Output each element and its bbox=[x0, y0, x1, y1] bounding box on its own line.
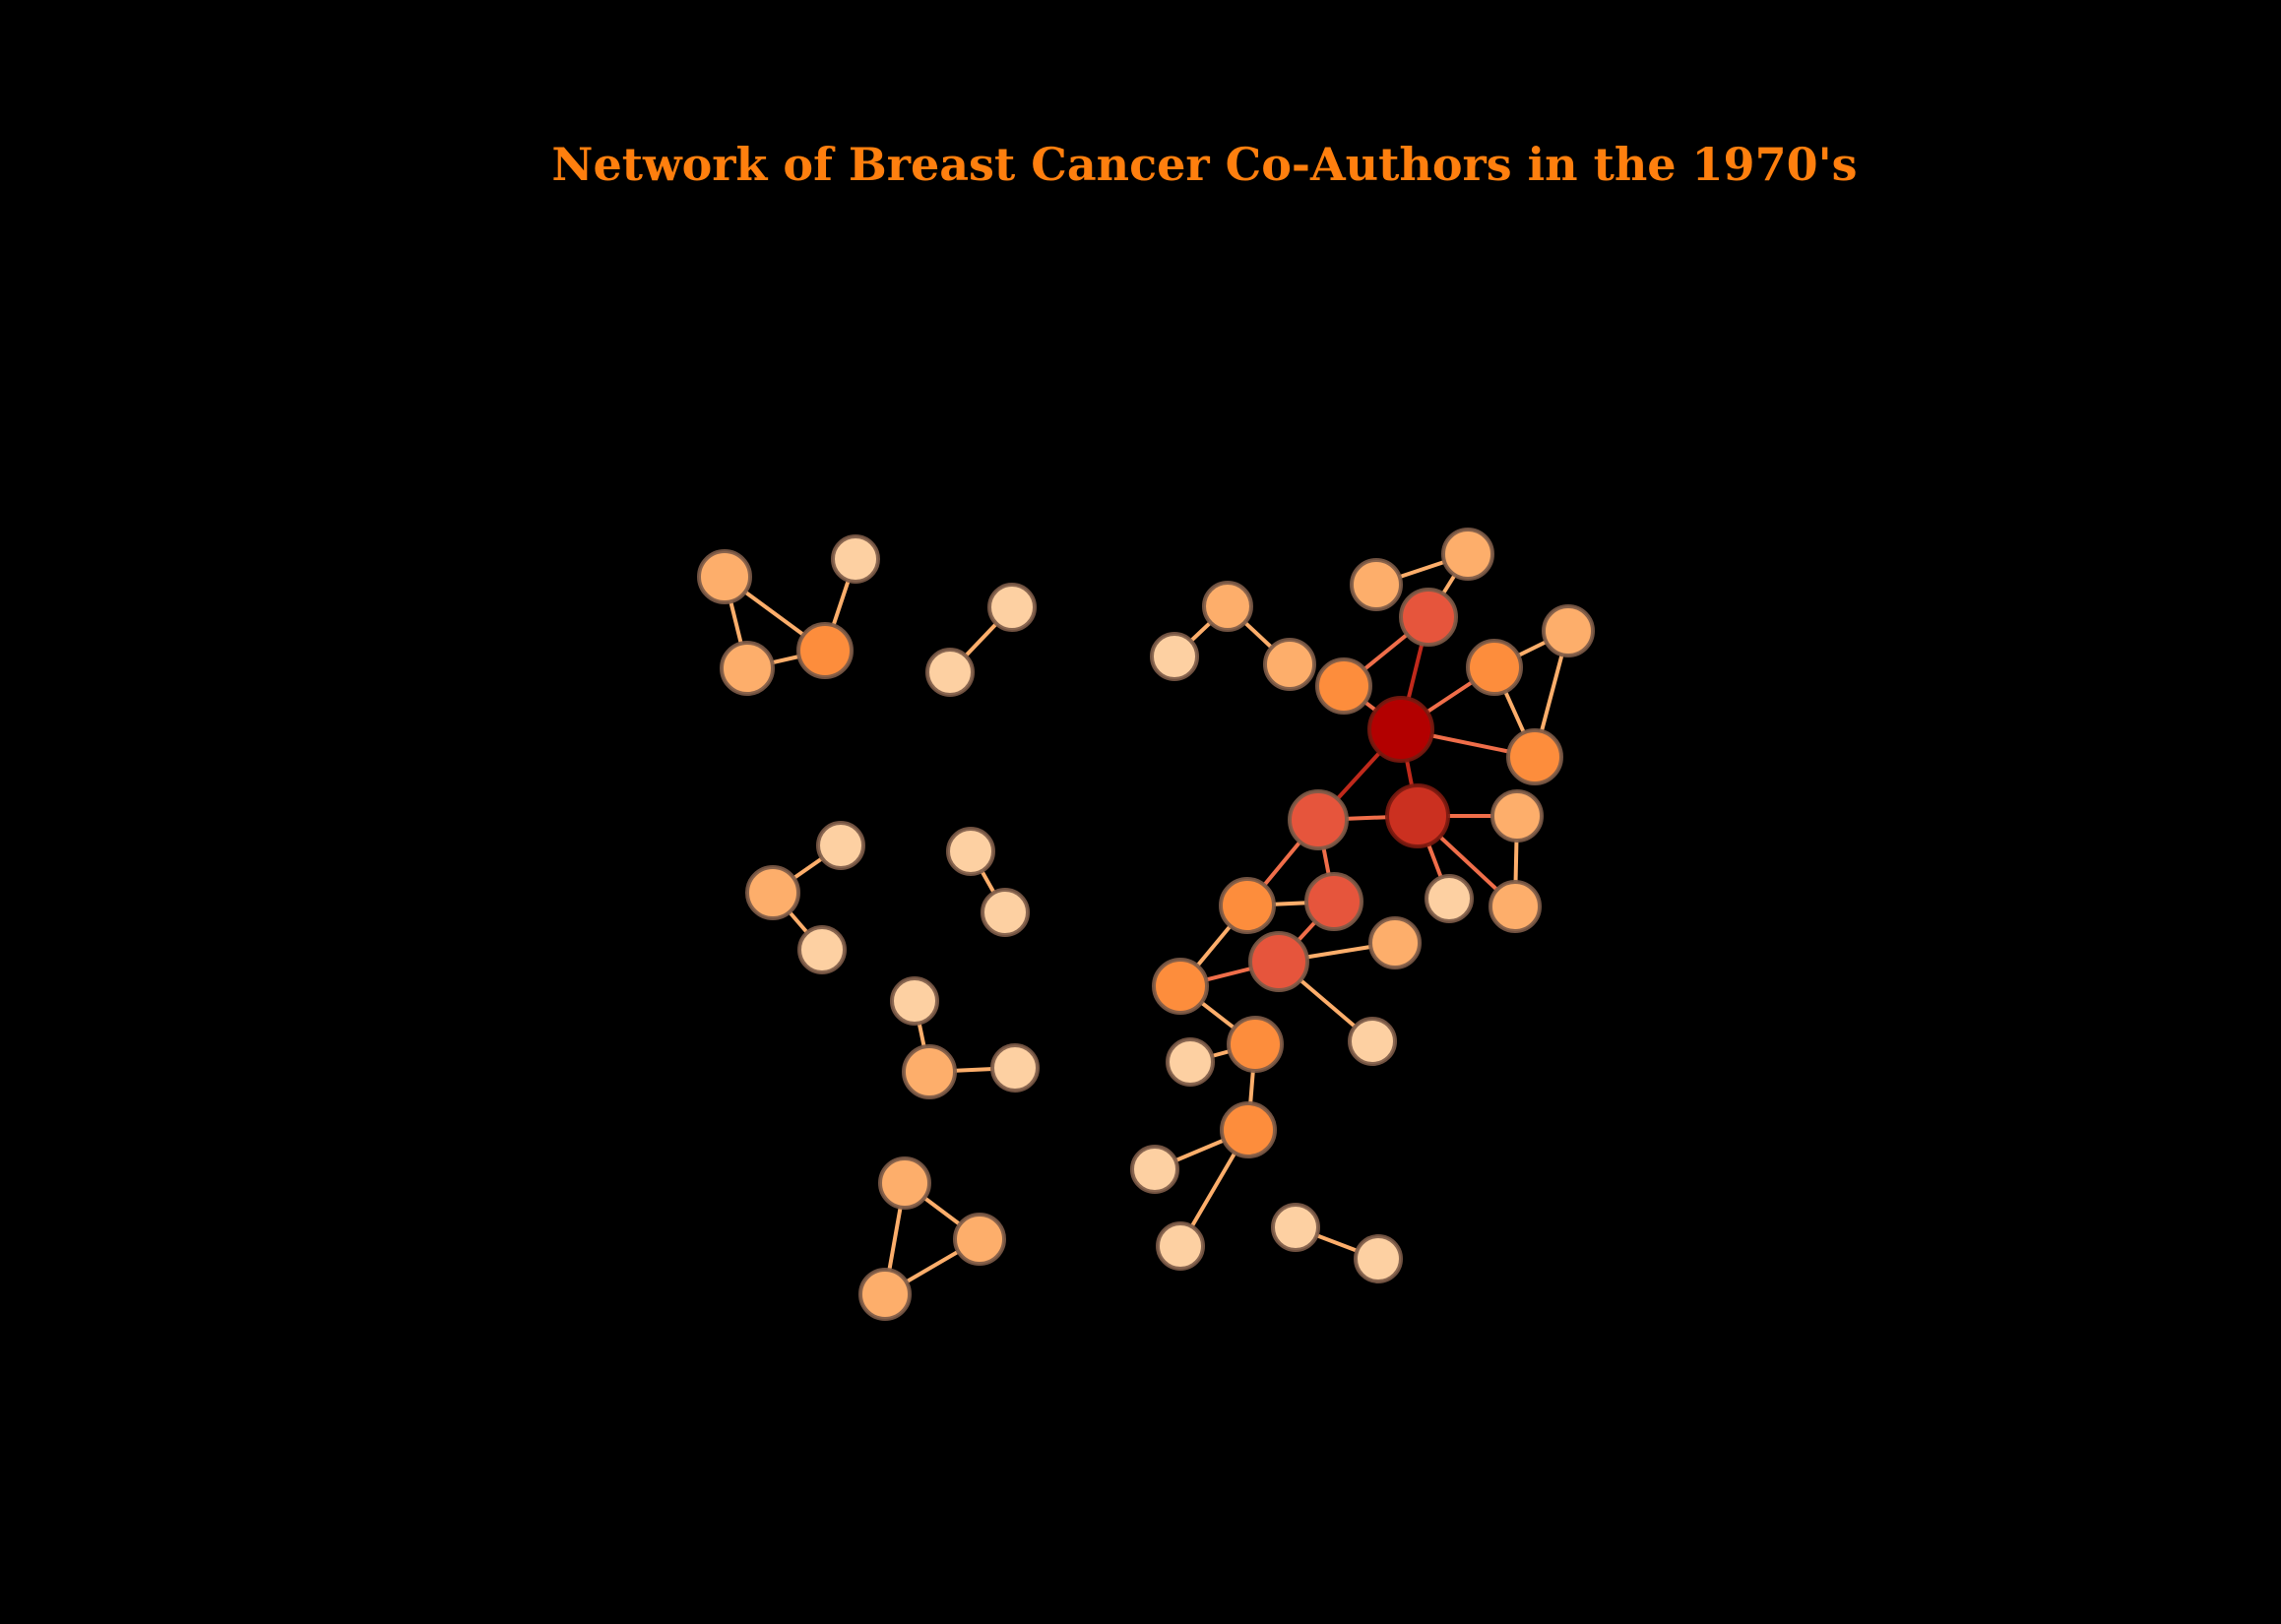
node-d5[interactable] bbox=[1466, 639, 1523, 696]
node-d4[interactable] bbox=[1315, 657, 1372, 715]
node-h1[interactable] bbox=[890, 976, 939, 1026]
node-h2[interactable] bbox=[902, 1044, 957, 1099]
node-g1[interactable] bbox=[946, 827, 995, 876]
node-a4[interactable] bbox=[720, 641, 775, 696]
node-b1[interactable] bbox=[987, 583, 1037, 632]
node-d11[interactable] bbox=[1490, 789, 1544, 843]
node-c3[interactable] bbox=[1263, 638, 1316, 691]
node-i1[interactable] bbox=[878, 1156, 931, 1210]
node-d19[interactable] bbox=[1227, 1016, 1284, 1073]
node-d10[interactable] bbox=[1385, 783, 1450, 848]
node-i2[interactable] bbox=[953, 1213, 1006, 1266]
node-d24[interactable] bbox=[1156, 1221, 1205, 1271]
node-d16[interactable] bbox=[1368, 916, 1422, 969]
node-a3[interactable] bbox=[796, 622, 854, 679]
page-title: Network of Breast Cancer Co-Authors in t… bbox=[551, 138, 1858, 191]
node-a1[interactable] bbox=[697, 549, 752, 604]
node-d22[interactable] bbox=[1220, 1101, 1277, 1158]
node-d9[interactable] bbox=[1288, 789, 1349, 850]
node-d23[interactable] bbox=[1130, 1145, 1179, 1194]
node-d20[interactable] bbox=[1348, 1017, 1397, 1066]
node-c2[interactable] bbox=[1150, 632, 1199, 681]
node-d6[interactable] bbox=[1542, 604, 1595, 657]
node-e2[interactable] bbox=[1354, 1234, 1403, 1283]
node-c1[interactable] bbox=[1202, 581, 1253, 632]
node-d21[interactable] bbox=[1166, 1037, 1215, 1087]
nodes-layer bbox=[697, 528, 1595, 1321]
node-d14[interactable] bbox=[1219, 877, 1276, 934]
node-d7[interactable] bbox=[1367, 696, 1434, 763]
node-f2[interactable] bbox=[745, 865, 800, 920]
node-f3[interactable] bbox=[797, 925, 847, 974]
node-d3[interactable] bbox=[1399, 588, 1458, 647]
node-i3[interactable] bbox=[858, 1268, 912, 1321]
node-f1[interactable] bbox=[816, 821, 865, 870]
node-d12[interactable] bbox=[1425, 874, 1474, 923]
node-h3[interactable] bbox=[990, 1043, 1040, 1093]
node-d8[interactable] bbox=[1506, 728, 1563, 785]
node-d2[interactable] bbox=[1441, 528, 1494, 581]
node-d18[interactable] bbox=[1152, 958, 1209, 1015]
node-e1[interactable] bbox=[1271, 1203, 1320, 1252]
node-g2[interactable] bbox=[981, 888, 1030, 937]
node-d17[interactable] bbox=[1248, 931, 1309, 992]
node-a2[interactable] bbox=[831, 534, 880, 584]
node-b2[interactable] bbox=[925, 648, 975, 697]
node-d15[interactable] bbox=[1304, 872, 1363, 931]
node-d1[interactable] bbox=[1350, 558, 1403, 611]
node-d13[interactable] bbox=[1489, 880, 1542, 933]
